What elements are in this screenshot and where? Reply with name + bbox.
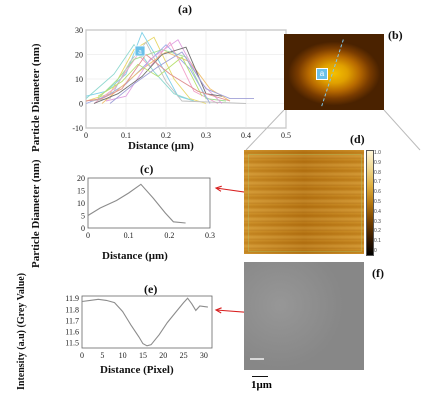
x-tick-label: 0.3 [201,131,211,140]
arrow-head [214,307,222,314]
afm-image-particle: a [284,34,384,110]
panel-label-d: (d) [350,132,365,146]
colorbar-tick-label: 0.2 [374,228,381,235]
ylabel-e: Intensity (a.u) (Grey Value) [16,272,27,390]
colorbar-tick-label: 0 [374,248,377,254]
x-tick-label: 25 [180,351,188,360]
marker-a-box [134,45,146,57]
y-tick-label: -10 [72,124,83,133]
colorbar-tick-label: 0.1 [374,238,381,245]
scale-bar-line [252,376,268,377]
series-line-e-0 [81,297,208,347]
plot-frame-c [87,177,211,229]
plot-frame-e [81,295,213,349]
y-tick-label: 11.6 [65,327,79,336]
y-tick-label: 11.9 [65,294,79,303]
colorbar [366,150,374,256]
x-tick-label: 0 [80,351,84,360]
x-tick-label: 10 [119,351,127,360]
x-tick-label: 0.4 [241,131,251,140]
y-tick-label: 11.8 [65,305,79,314]
colorbar-tick-label: 0.6 [374,189,381,196]
panel-label-a: (a) [178,2,192,16]
scale-bar-label: 1μm [251,379,272,391]
panel-label-f: (f) [372,266,384,280]
colorbar-tick-label: 0.8 [374,169,381,176]
y-tick-label: 10 [77,199,85,208]
afm-highlight-frame [248,154,362,252]
y-tick-label: 15 [77,187,85,196]
y-tick-label: 0 [79,100,83,109]
x-tick-label: 5 [100,351,104,360]
x-tick-label: 0 [86,231,90,240]
sem-image [244,262,364,370]
chart-e: 11.5 11.6 11.7 11.8 11.9 0 5 10 15 20 25 30 [65,294,213,360]
connector-line-left [245,109,285,151]
xlabel-c: Distance (μm) [102,250,168,262]
y-tick-label: 0 [81,224,85,233]
chart-c: 0 5 10 15 20 0 0.1 0.2 0.3 [77,174,215,240]
y-tick-label: 20 [75,51,83,60]
ylabel-a: Particle Diameter (nm) [30,43,42,152]
panel-label-c: (c) [140,162,154,176]
x-tick-label: 0.5 [281,131,291,140]
x-tick-label: 0.1 [124,231,134,240]
ylabel-c: Particle Diameter (nm) [30,159,42,268]
colorbar-tick-label: 1.0 [374,150,381,156]
x-tick-label: 0.1 [121,131,131,140]
panel-label-b: (b) [388,28,403,42]
x-tick-label: 0.2 [161,131,171,140]
afm-surface-shading [244,150,364,254]
colorbar-ticks: 0 0.1 0.2 0.3 0.4 0.5 0.6 0.7 0.8 0.9 1.0 [374,150,402,254]
xlabel-a: Distance (μm) [128,140,194,152]
y-tick-label: 20 [77,174,85,183]
marker-a-text: a [138,47,142,56]
y-tick-label: 30 [75,26,83,35]
series-line-a-12 [109,51,254,104]
series-line-a-3 [97,49,227,102]
series-line-a-6 [101,51,231,104]
colorbar-tick-label: 0.7 [374,179,381,186]
colorbar-tick-label: 0.4 [374,208,381,215]
x-tick-label: 15 [139,351,147,360]
marker-a-b: a [316,68,328,80]
y-tick-label: 11.5 [65,338,79,347]
x-tick-label: 0.2 [164,231,174,240]
series-line-c-0 [87,183,186,224]
colorbar-tick-label: 0.9 [374,159,381,166]
panel-label-e: (e) [144,282,158,296]
colorbar-tick-label: 0.3 [374,218,381,225]
y-tick-label: 5 [81,212,85,221]
series-line-a-5 [89,41,247,104]
x-tick-label: 20 [159,351,167,360]
colorbar-tick-label: 0.5 [374,199,381,205]
xlabel-e: Distance (Pixel) [100,364,174,376]
series-line-a-10 [97,56,203,97]
connector-line-right [383,109,421,151]
x-tick-label: 0 [84,131,88,140]
series-line-a-7 [85,43,195,102]
afm-image-surface [244,150,364,254]
y-tick-label: 11.7 [65,316,79,325]
y-tick-label: 10 [75,75,83,84]
series-line-a-11 [85,53,231,102]
x-tick-label: 0.3 [205,231,215,240]
x-tick-label: 30 [200,351,208,360]
arrow-head [214,185,222,192]
sem-scale-bar [250,358,264,360]
